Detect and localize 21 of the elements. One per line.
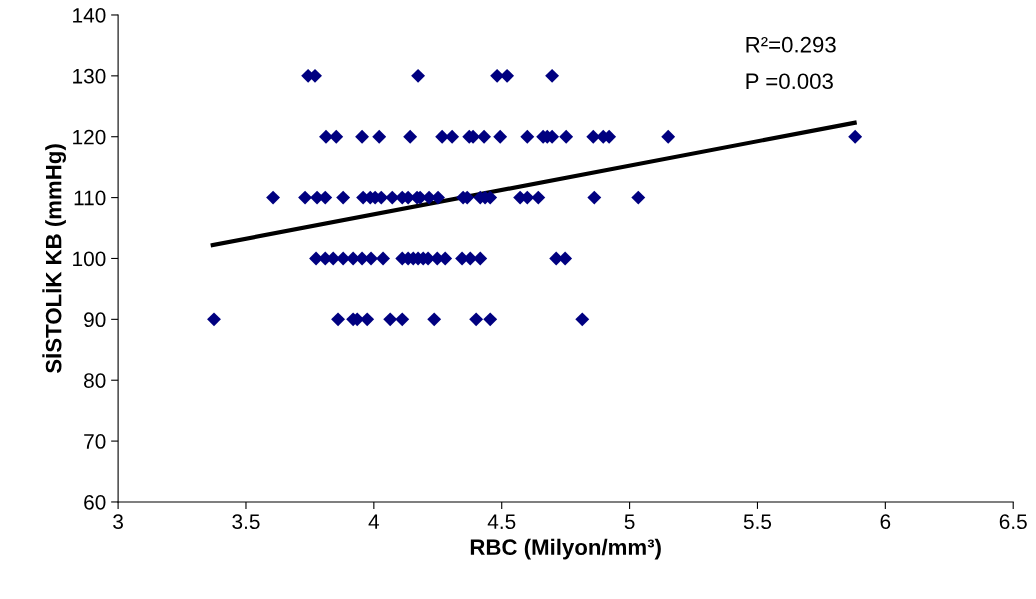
- y-tick-label: 100: [73, 251, 106, 267]
- x-axis-title: RBC (Milyon/mm³): [470, 538, 661, 560]
- y-tick-label: 80: [84, 373, 106, 388]
- x-tick-label: 6: [880, 514, 891, 530]
- y-tick-label: 90: [84, 312, 106, 328]
- x-tick-label: 4: [368, 514, 380, 529]
- y-tick-label: 110: [74, 190, 106, 206]
- annotation: P =0.003: [746, 73, 833, 90]
- x-tick-label: 4.5: [487, 514, 516, 530]
- y-axis-title: SİSTOLİK KB (mmHg): [42, 144, 66, 374]
- y-tick-label: 140: [73, 7, 106, 23]
- y-tick-label: 130: [73, 68, 106, 84]
- x-tick-label: 3.5: [232, 514, 260, 530]
- x-tick-label: 5: [624, 514, 635, 530]
- y-tick-label: 70: [84, 434, 106, 449]
- annotation: R²=0.293: [746, 36, 836, 53]
- y-tick-label: 120: [73, 129, 106, 145]
- x-tick-label: 6.5: [999, 514, 1027, 530]
- y-tick-label: 60: [84, 494, 106, 510]
- x-tick-label: 3: [113, 514, 123, 530]
- x-tick-label: 5.5: [743, 514, 772, 530]
